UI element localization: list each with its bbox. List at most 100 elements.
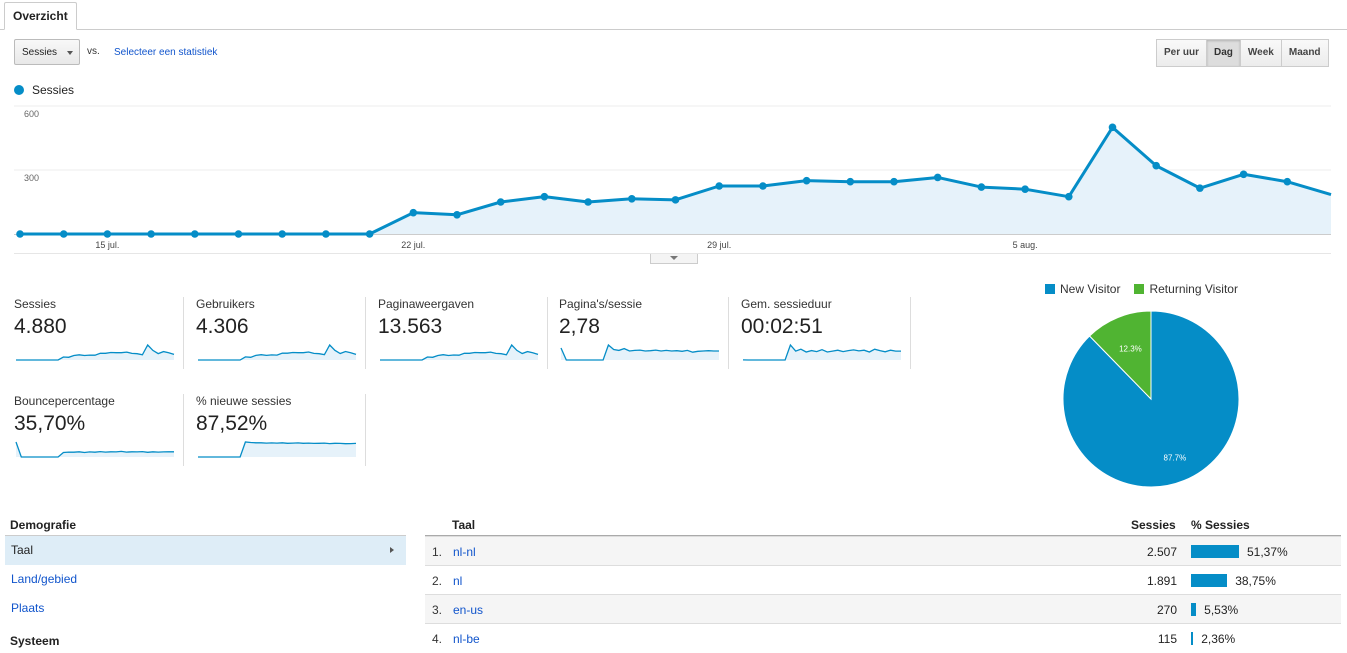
data-point: [365, 230, 374, 238]
data-point: [628, 195, 636, 203]
data-point: [1239, 170, 1248, 179]
sparkline-line: [198, 441, 357, 458]
metric-tile[interactable]: Paginaweergaven 13.563: [378, 297, 548, 369]
metric-value: 87,52%: [196, 412, 268, 435]
left-nav-item-land[interactable]: Land/gebied: [11, 572, 78, 586]
legend-label-new: New Visitor: [1060, 282, 1121, 296]
collapse-icon: [670, 256, 678, 260]
pct-bar: [1191, 574, 1228, 587]
divider: [183, 297, 184, 369]
divider: [183, 394, 184, 466]
metric-tile[interactable]: Bouncepercentage 35,70%: [14, 394, 184, 466]
sessions-value: 115: [1157, 632, 1177, 646]
sparkline-area: [16, 442, 174, 457]
granularity-week-button[interactable]: Week: [1239, 39, 1282, 67]
granularity-buttons: Per uur Dag Week Maand: [1156, 39, 1329, 67]
language-link[interactable]: nl: [453, 574, 463, 588]
data-point: [671, 196, 680, 204]
metric-label: Gebruikers: [196, 297, 255, 311]
language-link[interactable]: en-us: [453, 603, 484, 617]
y-tick-label: 600: [24, 109, 39, 119]
sessions-value: 2.507: [1146, 545, 1177, 559]
divider: [365, 297, 366, 369]
x-tick-label: 22 jul.: [401, 240, 425, 250]
sparkline-line: [380, 343, 539, 361]
data-point: [322, 230, 330, 238]
sparkline-line: [560, 343, 719, 361]
language-link[interactable]: nl-nl: [453, 545, 476, 559]
table-row[interactable]: 4. nl-be 115 2,36%: [425, 623, 1341, 653]
metric-sparkline: [198, 441, 357, 458]
metric-sparkline: [198, 343, 357, 361]
sessions-value: 270: [1156, 603, 1177, 617]
y-tick-label: 300: [24, 173, 39, 183]
pie-slice-label: 12.3%: [1119, 344, 1142, 353]
metric-value: 4.880: [14, 315, 67, 338]
divider: [425, 535, 1341, 536]
tab-overzicht[interactable]: Overzicht: [4, 2, 77, 30]
data-point: [933, 173, 942, 182]
metric-tile[interactable]: % nieuwe sessies 87,52%: [196, 394, 366, 466]
data-point: [802, 176, 811, 185]
granularity-month-button[interactable]: Maand: [1280, 39, 1329, 67]
language-link[interactable]: nl-be: [453, 632, 480, 646]
vs-label: vs.: [87, 46, 100, 57]
series-legend-label: Sessies: [32, 83, 75, 97]
data-point: [715, 182, 723, 190]
metric-tile[interactable]: Gebruikers 4.306: [196, 297, 366, 369]
data-point: [234, 230, 243, 238]
table-header-pct[interactable]: % Sessies: [1191, 518, 1250, 532]
left-nav-item-taal[interactable]: Taal: [5, 536, 406, 565]
metric-label: % nieuwe sessies: [196, 394, 292, 408]
row-index: 3.: [432, 603, 443, 617]
metric-label: Sessies: [14, 297, 57, 311]
x-tick-label: 29 jul.: [707, 240, 731, 250]
legend-swatch-new: [1045, 284, 1055, 294]
secondary-metric-link[interactable]: Selecteer een statistiek: [114, 47, 218, 58]
sessions-line-chart: 600 300 15 jul. 22 jul. 29 jul. 5 aug.: [14, 105, 1332, 254]
metric-value: 4.306: [196, 315, 249, 338]
metric-sparkline: [742, 343, 901, 361]
data-point: [147, 230, 155, 238]
pct-bar: [1191, 603, 1197, 616]
metric-tile[interactable]: Sessies 4.880: [14, 297, 184, 369]
pct-value: 5,53%: [1204, 603, 1239, 617]
table-row[interactable]: 2. nl 1.891 38,75%: [425, 565, 1341, 595]
metric-sparkline: [380, 343, 539, 361]
left-nav-item-plaats[interactable]: Plaats: [11, 601, 45, 615]
data-point: [1108, 123, 1117, 132]
data-point: [890, 177, 898, 186]
table-row[interactable]: 3. en-us 270 5,53%: [425, 594, 1341, 624]
pct-bar: [1191, 545, 1239, 558]
data-point: [1021, 185, 1029, 193]
table-row[interactable]: 1. nl-nl 2.507 51,37%: [425, 536, 1341, 566]
data-point: [846, 177, 855, 186]
pct-value: 2,36%: [1201, 632, 1236, 646]
metric-select[interactable]: Sessies: [14, 39, 80, 65]
data-point: [16, 230, 24, 238]
pie-slice: [1088, 310, 1152, 401]
granularity-day-button[interactable]: Dag: [1206, 39, 1241, 67]
metric-value: 13.563: [378, 315, 443, 338]
series-legend-dot: [14, 85, 24, 95]
sparkline-line: [742, 343, 901, 361]
metric-tile[interactable]: Pagina's/sessie 2,78: [559, 297, 729, 369]
metric-tile[interactable]: Gem. sessieduur 00:02:51: [741, 297, 911, 369]
table-header-sessions[interactable]: Sessies: [1131, 518, 1176, 532]
metric-sparkline: [16, 343, 175, 361]
pct-bar: [1191, 632, 1194, 645]
metric-sparkline: [560, 343, 719, 361]
visitor-type-pie-chart: 87.7% 12.3%: [1062, 310, 1240, 488]
divider: [728, 297, 729, 369]
data-point: [977, 183, 986, 191]
data-point: [540, 192, 549, 201]
metric-label: Gem. sessieduur: [741, 297, 832, 311]
table-header-dimension[interactable]: Taal: [452, 518, 476, 532]
sparkline-line: [198, 343, 357, 361]
chart-collapse-handle[interactable]: [650, 254, 698, 264]
granularity-hour-button[interactable]: Per uur: [1156, 39, 1208, 67]
pie-legend: New Visitor Returning Visitor: [1045, 282, 1238, 296]
sparkline-area: [198, 442, 356, 457]
divider: [547, 297, 548, 369]
metric-value: 35,70%: [14, 412, 86, 435]
